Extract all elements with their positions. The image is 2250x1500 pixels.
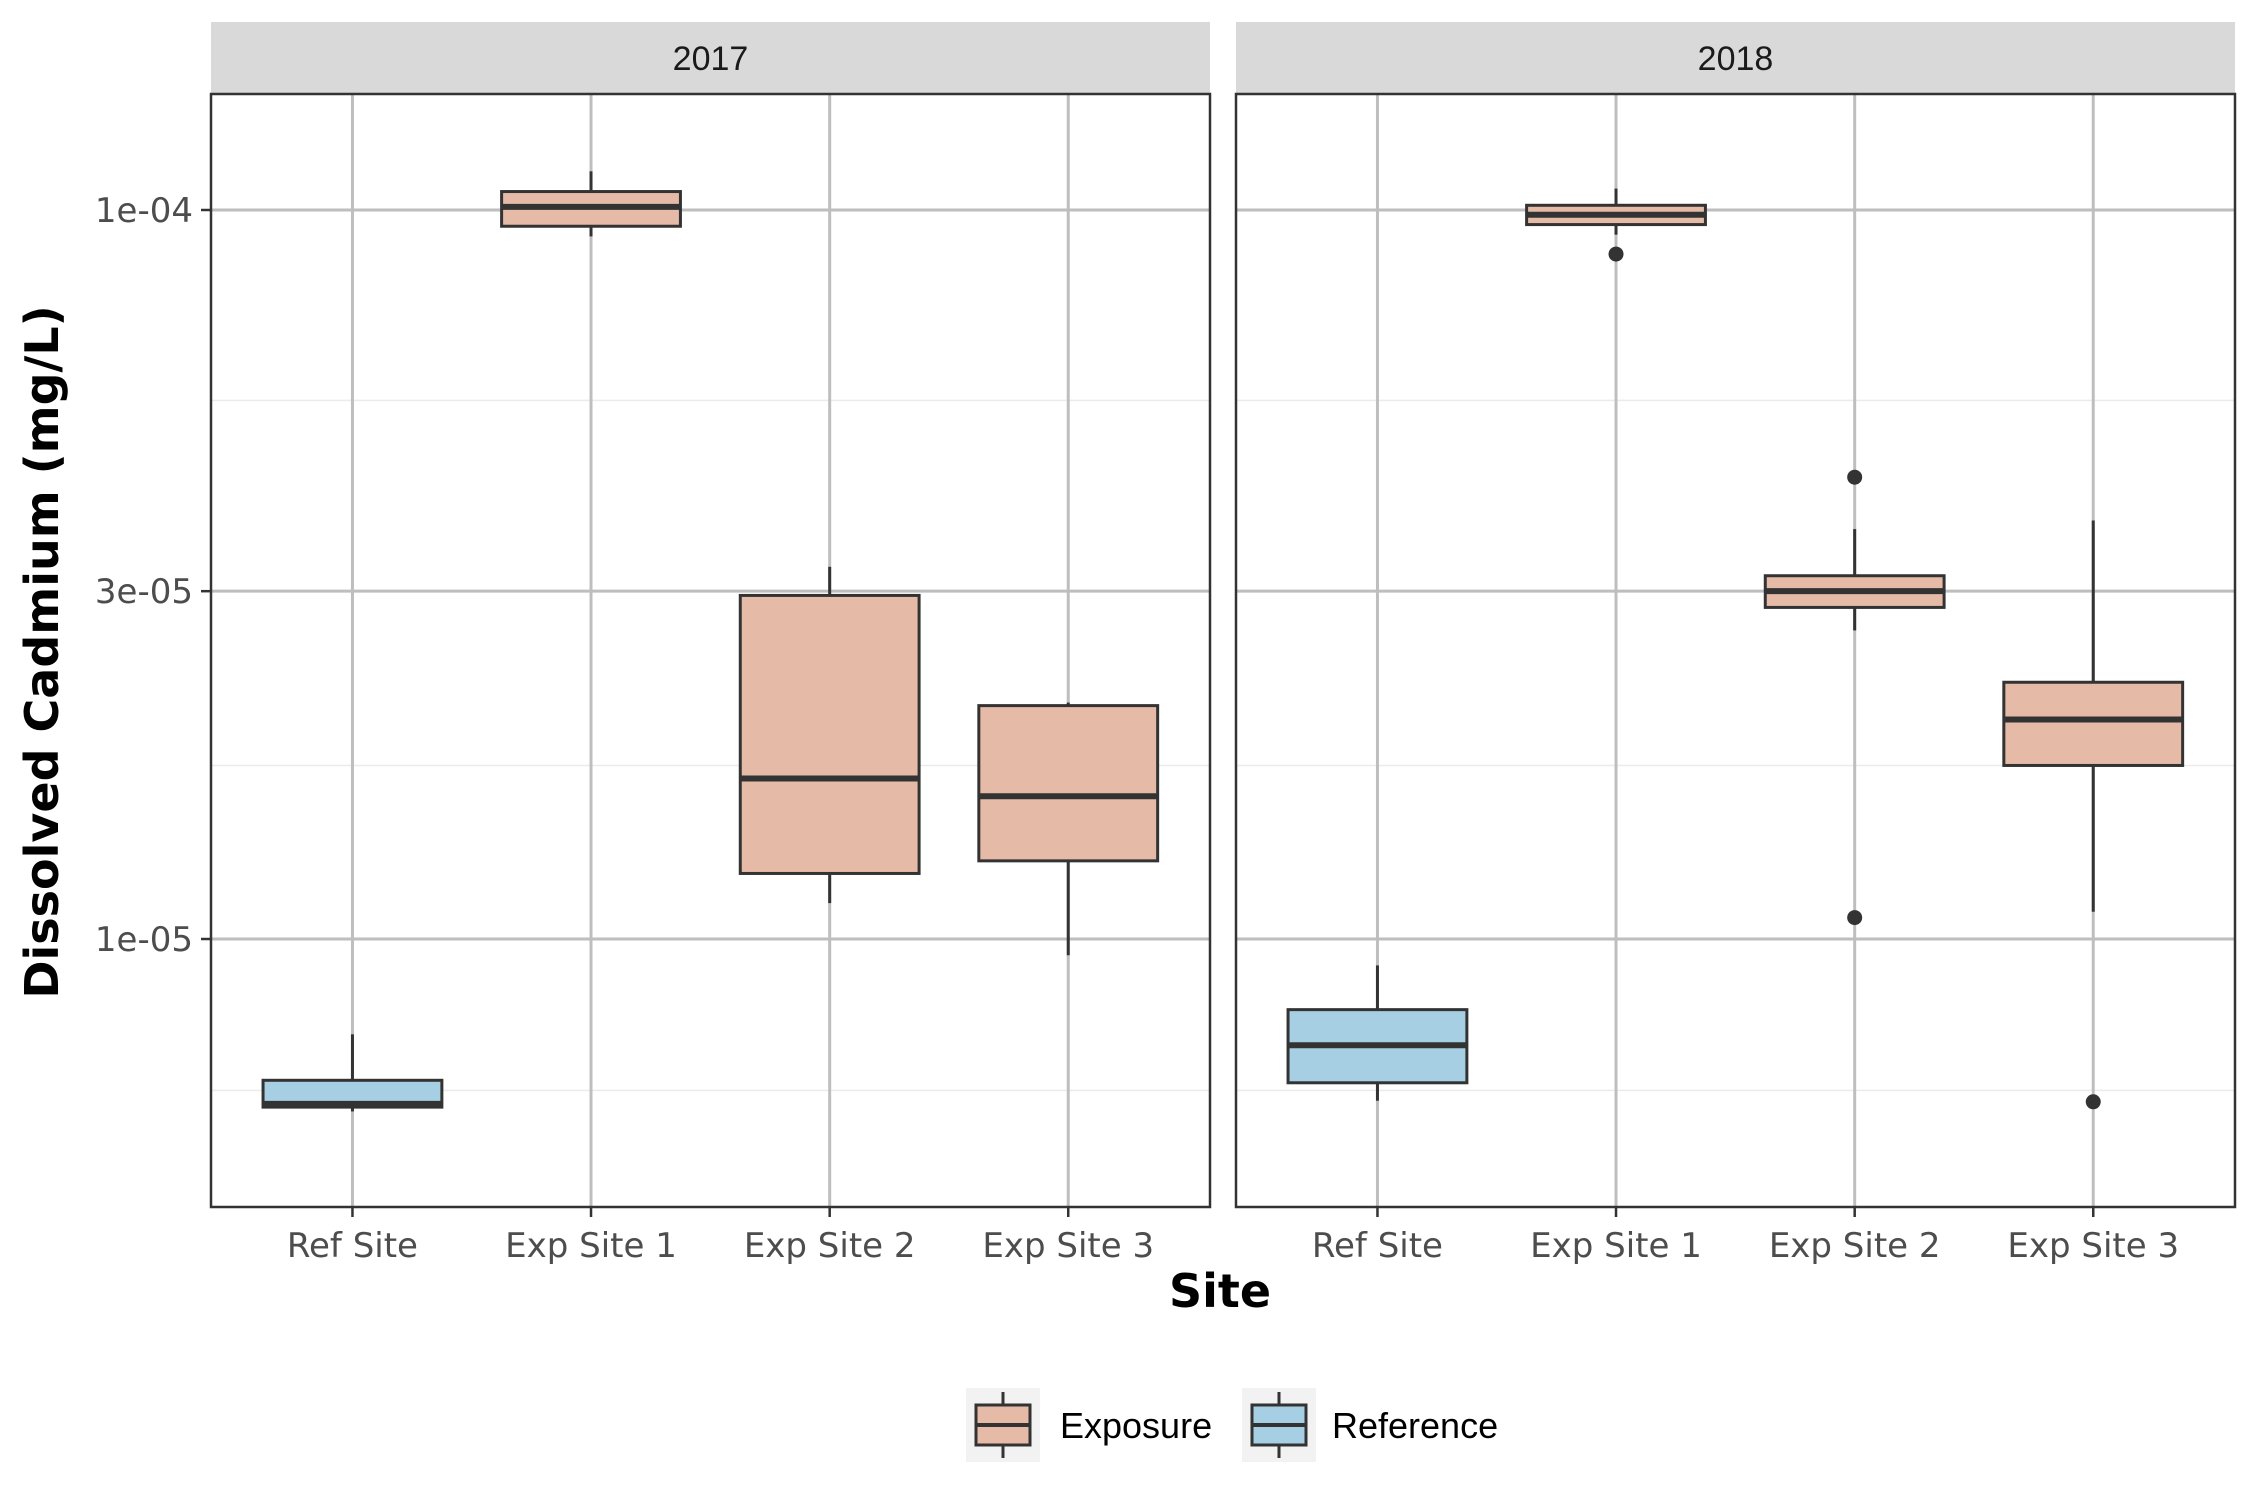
- facet-strip: [1236, 22, 2235, 94]
- y-tick-label: 3e-05: [95, 572, 193, 612]
- legend-label: Reference: [1332, 1405, 1498, 1446]
- y-axis-title: Dissolved Cadmium (mg/L): [15, 305, 69, 998]
- x-tick-label: Ref Site: [287, 1226, 418, 1266]
- x-tick-label: Exp Site 2: [1769, 1226, 1941, 1266]
- x-tick-label: Exp Site 1: [1530, 1226, 1702, 1266]
- box-iqr: [2002, 680, 2185, 767]
- box-exp-site-2: [1763, 469, 1946, 926]
- panel-border: [209, 92, 1212, 1209]
- outlier-point: [1608, 246, 1624, 262]
- box-iqr: [977, 704, 1160, 863]
- facet-strip-label: 2017: [673, 40, 749, 78]
- legend-entry-reference: Reference: [1242, 1388, 1498, 1462]
- panels-layer: 2017 Ref Site Exp Site 1 Exp Site 2 Exp Site…: [209, 22, 2237, 1266]
- outlier-point: [1847, 469, 1863, 485]
- box-ref-site: [261, 1034, 444, 1112]
- y-tick-label: 1e-04: [95, 191, 193, 231]
- plot-background: [211, 94, 1210, 1207]
- x-tick-label: Exp Site 2: [744, 1226, 916, 1266]
- box-ref-site: [1286, 965, 1469, 1101]
- box-exp-site-2: [738, 566, 921, 904]
- box-exp-site-3: [2002, 520, 2185, 1110]
- panel-2017: 2017 Ref Site Exp Site 1 Exp Site 2 Exp Site…: [209, 22, 1212, 1266]
- facet-strip-label: 2018: [1698, 40, 1774, 78]
- legend: Exposure Reference: [966, 1388, 1498, 1462]
- outlier-point: [1847, 910, 1863, 926]
- y-tick-label: 1e-05: [95, 920, 193, 960]
- x-tick-label: Exp Site 3: [982, 1226, 1154, 1266]
- legend-label: Exposure: [1060, 1405, 1212, 1446]
- panel-border: [1234, 92, 2237, 1209]
- box-exp-site-1: [500, 171, 682, 237]
- box-exp-site-1: [1525, 188, 1707, 262]
- x-tick-label: Ref Site: [1312, 1226, 1443, 1266]
- facet-strip: [211, 22, 1210, 94]
- panel-2018: 2018 Ref Site Exp Site 1 Exp Site 2 Exp Site…: [1234, 22, 2237, 1266]
- y-axis: 1e-05 3e-05 1e-04: [95, 191, 211, 960]
- box-exp-site-3: [977, 702, 1160, 956]
- x-axis-title: Site: [1169, 1264, 1271, 1318]
- x-tick-label: Exp Site 1: [505, 1226, 677, 1266]
- outlier-point: [2085, 1094, 2101, 1110]
- box-iqr: [738, 593, 921, 875]
- x-tick-label: Exp Site 3: [2007, 1226, 2179, 1266]
- legend-entry-exposure: Exposure: [966, 1388, 1212, 1462]
